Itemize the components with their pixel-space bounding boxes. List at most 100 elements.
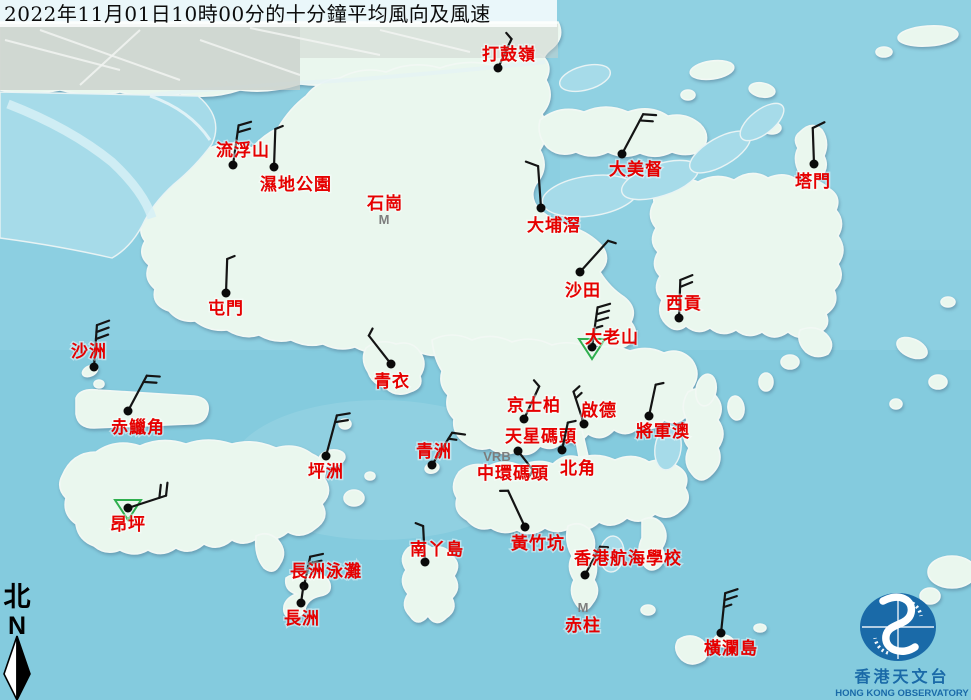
junk-bay — [654, 425, 682, 471]
bay-layer — [0, 63, 785, 573]
station-label: 青衣 — [374, 371, 410, 392]
stations-layer: 打鼓嶺流浮山濕地公園M石崗大美督塔門大埔滘屯門沙田西貢大老山沙洲赤鱲角青衣坪洲青… — [70, 31, 832, 661]
data-marker: M — [379, 212, 390, 227]
wind-barb — [430, 431, 467, 467]
station-label: 南丫島 — [410, 539, 464, 560]
station-label: 將軍澳 — [636, 421, 690, 442]
hei-ling-chau — [343, 489, 365, 507]
shelter-island — [780, 354, 800, 370]
wind-barb — [620, 113, 658, 156]
station-sha-tin: 沙田 — [564, 239, 617, 303]
station-dot — [221, 288, 231, 298]
station-lau-fau-shan: 流浮山 — [215, 120, 271, 170]
station-label: 啟德 — [581, 400, 617, 421]
sharp-island — [758, 372, 774, 392]
wind-barb — [524, 160, 543, 210]
lantau-island — [58, 439, 330, 555]
wind-barb — [578, 239, 617, 274]
station-label: 大埔滘 — [527, 215, 581, 236]
se-islet-a — [927, 555, 971, 589]
station-dot — [644, 411, 654, 421]
strong-wind-triangle-icon — [577, 338, 607, 361]
station-tseung-kwan-o: 將軍澳 — [635, 381, 691, 444]
sunshine-island — [364, 471, 376, 481]
wind-barb — [367, 327, 393, 366]
station-label: 香港航海學校 — [574, 548, 682, 569]
station-label: 赤鱲角 — [111, 417, 165, 438]
station-dot — [493, 63, 503, 73]
station-dot — [536, 203, 546, 213]
station-waglan-island: 橫瀾島 — [703, 588, 759, 661]
station-kings-park: 京士柏 — [506, 379, 562, 424]
station-shek-kong: M石崗 — [365, 193, 404, 228]
station-dot — [587, 342, 597, 352]
chi-ma-wan — [254, 532, 285, 572]
wind-barb — [126, 374, 161, 413]
hong-kong-island — [452, 454, 689, 535]
station-label: 大美督 — [609, 159, 663, 180]
data-marker: VRB — [483, 449, 510, 464]
compass-n-label: N — [8, 612, 26, 640]
station-dot — [89, 362, 99, 372]
title-bar: 2022年11月01日10時00分的十分鐘平均風向及風速 — [0, 0, 557, 27]
station-dot — [557, 445, 567, 455]
station-wetland-park: 濕地公園 — [259, 124, 333, 197]
station-label: 橫瀾島 — [704, 638, 758, 659]
strong-wind-triangle-icon — [113, 499, 143, 522]
starling-inlet — [558, 63, 612, 93]
airport-island — [75, 388, 210, 429]
map-title: 2022年11月01日10時00分的十分鐘平均風向及風速 — [4, 2, 491, 26]
wind-barb — [498, 489, 527, 529]
waglan-island-land — [713, 633, 735, 649]
tolo-channel-c — [739, 102, 785, 142]
station-dot — [513, 446, 523, 456]
station-label: 長洲 — [284, 609, 320, 629]
wind-barb — [231, 120, 253, 167]
wind-barb — [496, 31, 513, 70]
station-dot — [123, 503, 133, 513]
station-label: 西貢 — [666, 294, 702, 314]
station-dot — [123, 406, 133, 416]
wind-barb — [647, 381, 665, 418]
wind-barb — [811, 121, 826, 166]
wind-barb — [224, 254, 236, 295]
ping-chau-ne — [897, 25, 959, 47]
wind-barb — [677, 274, 694, 320]
station-label: 坪洲 — [308, 462, 344, 482]
station-sha-chau: 沙洲 — [70, 319, 111, 372]
station-dot — [427, 460, 437, 470]
wind-barb — [583, 545, 610, 577]
hko-logo: 香港天文台 HONG KONG OBSERVATORY — [835, 593, 969, 699]
station-label: 昂坪 — [110, 515, 146, 535]
station-dot — [269, 162, 279, 172]
station-sai-kung: 西貢 — [665, 274, 703, 323]
station-label: 天星碼頭 — [505, 427, 577, 447]
data-marker: M — [578, 600, 589, 615]
station-label: 流浮山 — [216, 140, 270, 161]
station-dot — [617, 149, 627, 159]
hko-logo-en-text: HONG KONG OBSERVATORY — [835, 688, 969, 699]
station-dot — [296, 598, 306, 608]
station-tuen-mun: 屯門 — [207, 254, 245, 321]
urban-texture — [0, 24, 558, 90]
station-wong-chuk-hang: 黃竹坑 — [498, 489, 566, 556]
station-label: 長洲泳灘 — [290, 561, 362, 582]
station-dot — [321, 451, 331, 461]
ninepin-islands — [896, 336, 928, 360]
station-label: 赤柱 — [565, 615, 601, 636]
station-chek-lap-kok: 赤鱲角 — [110, 374, 166, 440]
station-label: 沙田 — [565, 281, 601, 301]
wind-barb — [560, 419, 577, 452]
station-label: 沙洲 — [71, 342, 107, 362]
sung-kong-island — [753, 623, 767, 633]
station-label: 塔門 — [795, 171, 831, 192]
wind-barb — [719, 588, 739, 635]
station-dot — [386, 359, 396, 369]
station-ngong-ping: 昂坪 — [109, 481, 169, 537]
wind-barb — [572, 385, 586, 426]
station-dot — [228, 160, 238, 170]
north-compass: 北 N — [3, 582, 31, 700]
plover-cove-land — [538, 106, 708, 158]
station-dot — [420, 557, 430, 567]
